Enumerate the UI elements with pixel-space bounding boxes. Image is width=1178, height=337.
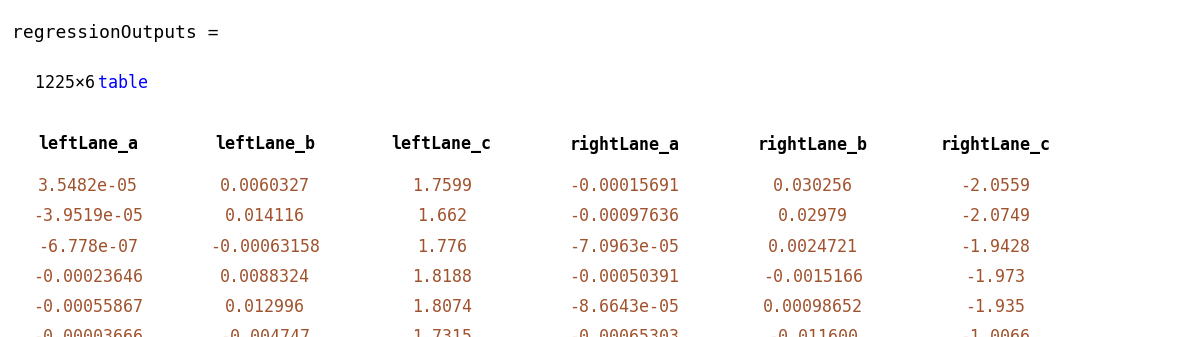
- Text: -8.6643e-05: -8.6643e-05: [569, 298, 680, 316]
- Text: -0.00015691: -0.00015691: [569, 177, 680, 195]
- Text: -0.00023646: -0.00023646: [33, 268, 144, 286]
- Text: -1.935: -1.935: [966, 298, 1025, 316]
- Text: -6.778e-07: -6.778e-07: [39, 238, 138, 255]
- Text: -0.00097636: -0.00097636: [569, 207, 680, 225]
- Text: 1.8188: 1.8188: [412, 268, 471, 286]
- Text: 1.776: 1.776: [417, 238, 466, 255]
- Text: rightLane_b: rightLane_b: [757, 135, 868, 154]
- Text: 0.030256: 0.030256: [773, 177, 853, 195]
- Text: -0.00003666: -0.00003666: [33, 328, 144, 337]
- Text: -0.00063158: -0.00063158: [210, 238, 320, 255]
- Text: -7.0963e-05: -7.0963e-05: [569, 238, 680, 255]
- Text: 0.00098652: 0.00098652: [763, 298, 862, 316]
- Text: -2.0559: -2.0559: [960, 177, 1031, 195]
- Text: 0.014116: 0.014116: [225, 207, 305, 225]
- Text: -1.9428: -1.9428: [960, 238, 1031, 255]
- Text: leftLane_a: leftLane_a: [39, 135, 138, 153]
- Text: 1225×6: 1225×6: [35, 74, 105, 92]
- Text: 1.8074: 1.8074: [412, 298, 471, 316]
- Text: leftLane_c: leftLane_c: [392, 135, 491, 153]
- Text: 0.0024721: 0.0024721: [768, 238, 858, 255]
- Text: 1.7599: 1.7599: [412, 177, 471, 195]
- Text: rightLane_a: rightLane_a: [569, 135, 680, 154]
- Text: -2.0749: -2.0749: [960, 207, 1031, 225]
- Text: -1.973: -1.973: [966, 268, 1025, 286]
- Text: 1.7315: 1.7315: [412, 328, 471, 337]
- Text: leftLane_b: leftLane_b: [216, 135, 315, 153]
- Text: -0.00065303: -0.00065303: [569, 328, 680, 337]
- Text: -0.011600: -0.011600: [768, 328, 858, 337]
- Text: 0.012996: 0.012996: [225, 298, 305, 316]
- Text: 0.02979: 0.02979: [777, 207, 848, 225]
- Text: 0.0088324: 0.0088324: [220, 268, 310, 286]
- Text: table: table: [98, 74, 147, 92]
- Text: 0.0060327: 0.0060327: [220, 177, 310, 195]
- Text: 1.662: 1.662: [417, 207, 466, 225]
- Text: -3.9519e-05: -3.9519e-05: [33, 207, 144, 225]
- Text: -0.00055867: -0.00055867: [33, 298, 144, 316]
- Text: -0.00050391: -0.00050391: [569, 268, 680, 286]
- Text: 3.5482e-05: 3.5482e-05: [39, 177, 138, 195]
- Text: regressionOutputs =: regressionOutputs =: [12, 24, 218, 41]
- Text: -0.004747: -0.004747: [220, 328, 310, 337]
- Text: -0.0015166: -0.0015166: [763, 268, 862, 286]
- Text: -1.0066: -1.0066: [960, 328, 1031, 337]
- Text: rightLane_c: rightLane_c: [940, 135, 1051, 154]
